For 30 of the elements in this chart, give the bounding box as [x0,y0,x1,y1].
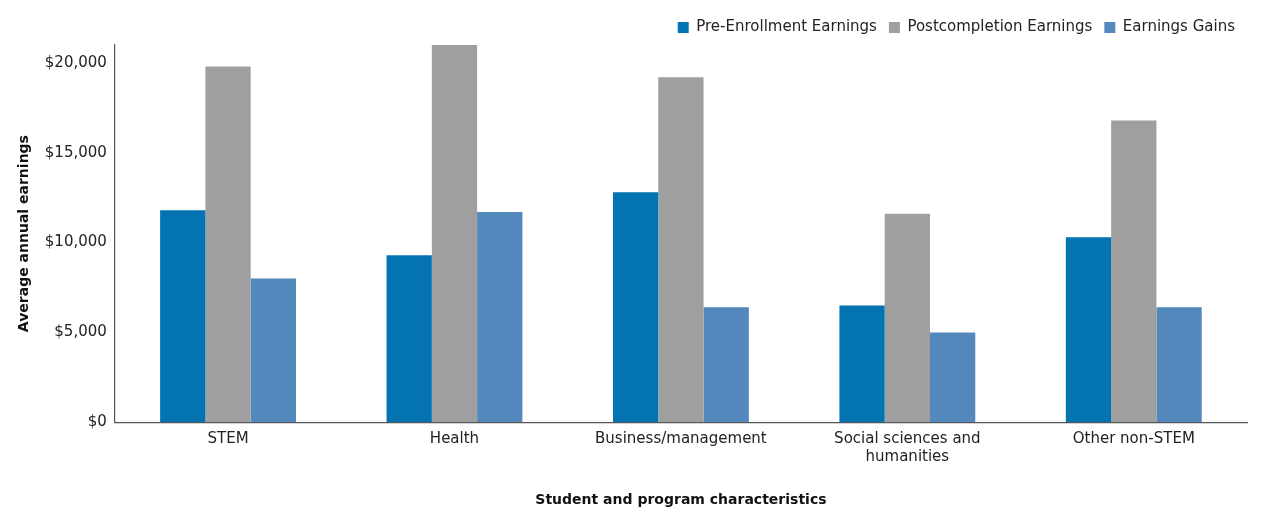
bar [431,45,478,423]
y-tick-label: $20,000 [44,52,107,71]
bar [703,307,749,423]
bar [929,332,976,423]
legend-label: Postcompletion Earnings [907,17,1093,36]
y-axis-title: Average annual earnings [15,135,32,333]
x-tick-label: Other non-STEM [1072,429,1195,448]
y-tick-label: $15,000 [44,142,107,161]
bar [658,77,704,423]
bar [884,213,930,423]
legend-label: Pre-Enrollment Earnings [696,17,878,36]
legend-label: Earnings Gains [1122,17,1236,36]
bar [386,255,432,423]
x-tick-label: Business/management [595,429,767,448]
bar [160,210,206,423]
bar [839,305,885,423]
bar [205,66,251,423]
x-axis-title: Student and program characteristics [535,491,827,508]
bar [1111,120,1157,423]
x-tick-label: Social sciences and humanities [834,429,981,466]
y-tick-label: $0 [87,412,107,431]
bar [477,212,523,423]
x-tick-label: STEM [207,429,249,448]
bar [1065,237,1112,423]
bar [612,192,659,423]
y-tick-label: $10,000 [44,232,107,251]
y-tick-label: $5,000 [54,322,107,341]
bar [250,278,296,423]
x-tick-label: Health [429,429,480,448]
bar [1156,307,1202,423]
